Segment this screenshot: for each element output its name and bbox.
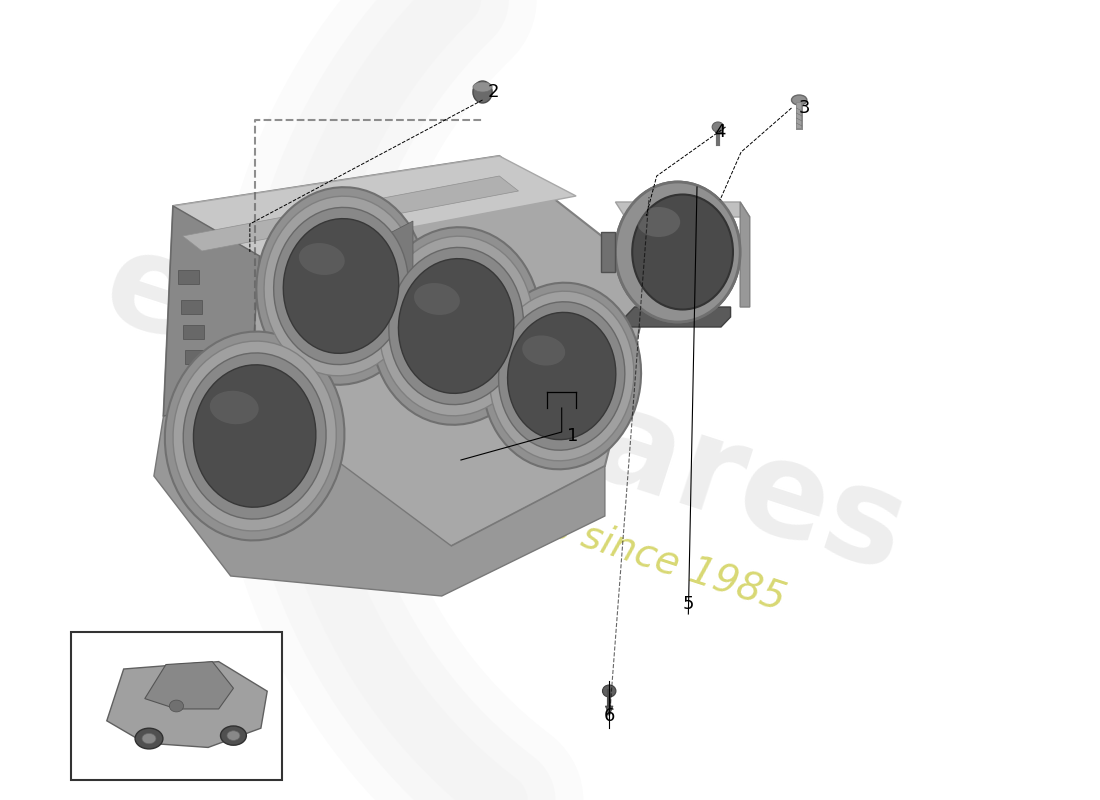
Ellipse shape [165,331,344,541]
Ellipse shape [473,81,492,103]
Bar [70,632,282,780]
Ellipse shape [135,728,163,749]
Ellipse shape [220,726,246,746]
Ellipse shape [615,182,740,322]
Bar [183,325,204,339]
Polygon shape [601,232,615,272]
Polygon shape [154,396,605,596]
Ellipse shape [522,335,565,366]
Ellipse shape [712,122,724,132]
Ellipse shape [473,82,492,92]
Ellipse shape [507,312,616,440]
Bar [185,350,206,364]
Text: 1: 1 [566,427,578,445]
Text: a passion for parts since 1985: a passion for parts since 1985 [220,402,790,618]
Bar [180,300,202,314]
Polygon shape [615,202,750,217]
Ellipse shape [284,218,398,354]
Polygon shape [145,662,233,709]
Polygon shape [740,202,750,307]
Text: eurospares: eurospares [89,221,922,599]
Text: 6: 6 [604,707,615,725]
Ellipse shape [482,282,641,470]
Ellipse shape [173,341,337,531]
Ellipse shape [637,207,680,237]
Polygon shape [164,206,260,416]
Ellipse shape [256,187,426,385]
Text: 3: 3 [799,99,811,117]
Ellipse shape [194,365,316,507]
Polygon shape [625,307,730,327]
Polygon shape [173,156,576,256]
Ellipse shape [372,227,541,425]
Polygon shape [183,176,518,251]
Ellipse shape [398,258,514,394]
Ellipse shape [414,283,460,315]
Ellipse shape [490,291,634,461]
Ellipse shape [184,353,326,519]
Ellipse shape [603,685,616,697]
Ellipse shape [615,182,740,322]
Bar [178,270,199,284]
Ellipse shape [142,734,156,744]
Polygon shape [605,706,613,716]
Text: 2: 2 [487,83,498,101]
Ellipse shape [388,247,524,405]
Ellipse shape [379,236,534,416]
Polygon shape [107,662,267,747]
Ellipse shape [299,243,344,275]
Ellipse shape [227,730,240,741]
Ellipse shape [210,390,258,424]
Polygon shape [384,221,412,286]
Polygon shape [164,156,653,546]
Ellipse shape [632,194,733,310]
Text: 5: 5 [683,595,694,613]
Ellipse shape [264,196,418,376]
Ellipse shape [792,95,807,105]
Ellipse shape [274,207,408,365]
Ellipse shape [169,700,184,712]
Ellipse shape [498,302,625,450]
Text: 4: 4 [714,123,726,141]
